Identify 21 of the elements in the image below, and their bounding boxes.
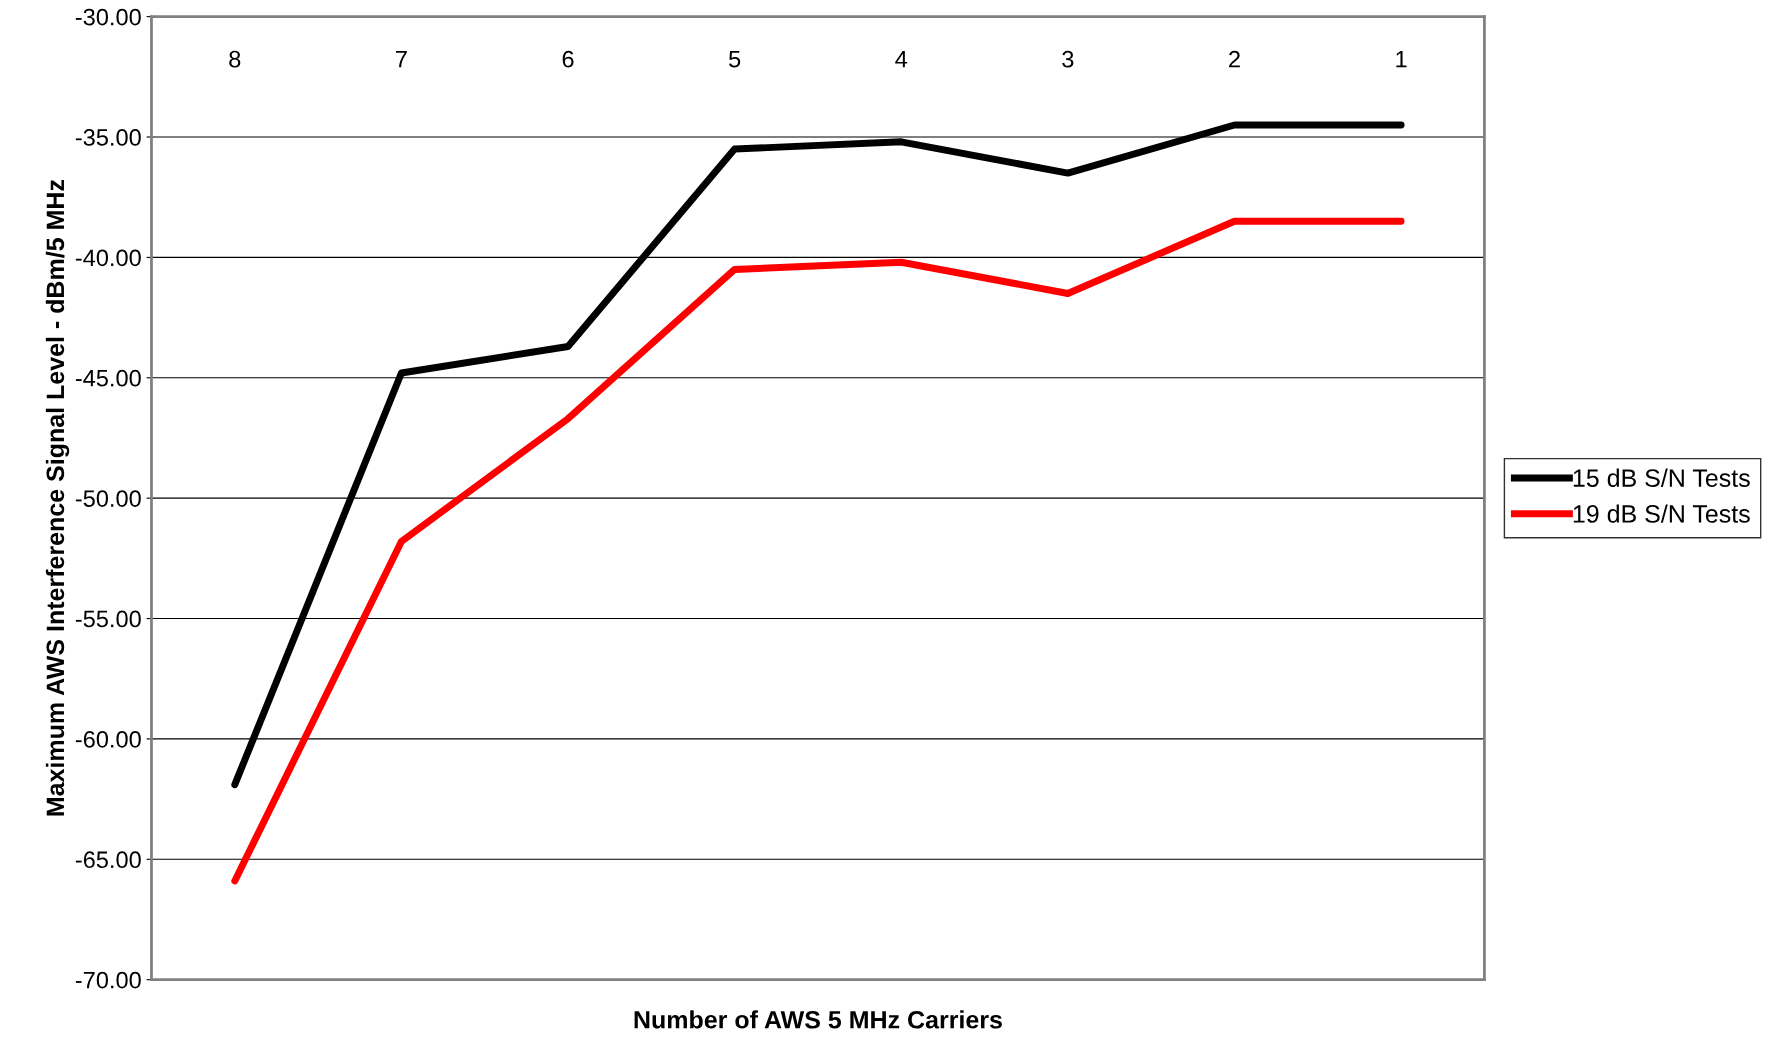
x-tick-label: 3 [1062,50,1074,68]
x-tick-label: 1 [1396,51,1407,68]
y-axis-title: Maximum AWS Interference Signal Level - dBm/5 MHz [45,180,70,816]
y-tick-label: -70.00 [75,971,141,989]
x-tick-label: 2 [1229,50,1240,68]
y-tick-label: -65.00 [75,851,141,869]
y-tick-label: -60.00 [75,730,141,748]
x-axis-title: Number of AWS 5 MHz Carriers [634,1010,1002,1029]
x-tick-label: 5 [729,51,741,68]
y-tick-label: -45.00 [75,369,141,387]
legend-label: 19 dB S/N Tests [1573,504,1750,523]
x-tick-label: 8 [229,50,241,68]
y-tick-label: -35.00 [75,129,141,146]
x-tick-label: 6 [562,50,574,68]
x-tick-label: 4 [895,51,908,68]
y-tick-label: -55.00 [75,610,141,628]
y-tick-label: -50.00 [75,490,141,507]
y-tick-label: -30.00 [75,8,141,26]
x-tick-label: 7 [396,51,407,68]
y-tick-label: -40.00 [75,249,141,267]
legend-label: 15 dB S/N Tests [1573,468,1750,487]
